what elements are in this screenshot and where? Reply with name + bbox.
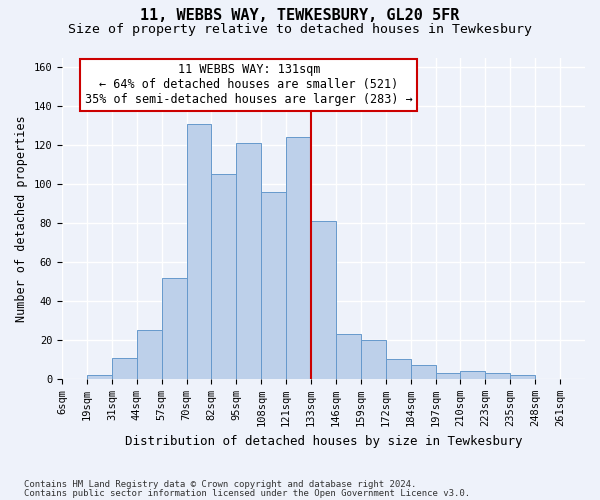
Y-axis label: Number of detached properties: Number of detached properties	[15, 115, 28, 322]
Bar	[460, 371, 485, 379]
Text: Size of property relative to detached houses in Tewkesbury: Size of property relative to detached ho…	[68, 22, 532, 36]
Text: 11, WEBBS WAY, TEWKESBURY, GL20 5FR: 11, WEBBS WAY, TEWKESBURY, GL20 5FR	[140, 8, 460, 22]
Bar	[112, 358, 137, 379]
Bar	[410, 366, 436, 379]
Bar	[261, 192, 286, 379]
Bar	[510, 375, 535, 379]
Text: Contains HM Land Registry data © Crown copyright and database right 2024.: Contains HM Land Registry data © Crown c…	[24, 480, 416, 489]
Text: 11 WEBBS WAY: 131sqm
← 64% of detached houses are smaller (521)
35% of semi-deta: 11 WEBBS WAY: 131sqm ← 64% of detached h…	[85, 64, 413, 106]
Bar	[311, 221, 336, 379]
Bar	[187, 124, 211, 379]
Bar	[386, 360, 410, 379]
Bar	[87, 375, 112, 379]
Bar	[361, 340, 386, 379]
Bar	[211, 174, 236, 379]
X-axis label: Distribution of detached houses by size in Tewkesbury: Distribution of detached houses by size …	[125, 434, 522, 448]
Bar	[485, 373, 510, 379]
Text: Contains public sector information licensed under the Open Government Licence v3: Contains public sector information licen…	[24, 489, 470, 498]
Bar	[137, 330, 161, 379]
Bar	[286, 138, 311, 379]
Bar	[436, 373, 460, 379]
Bar	[236, 143, 261, 379]
Bar	[336, 334, 361, 379]
Bar	[161, 278, 187, 379]
